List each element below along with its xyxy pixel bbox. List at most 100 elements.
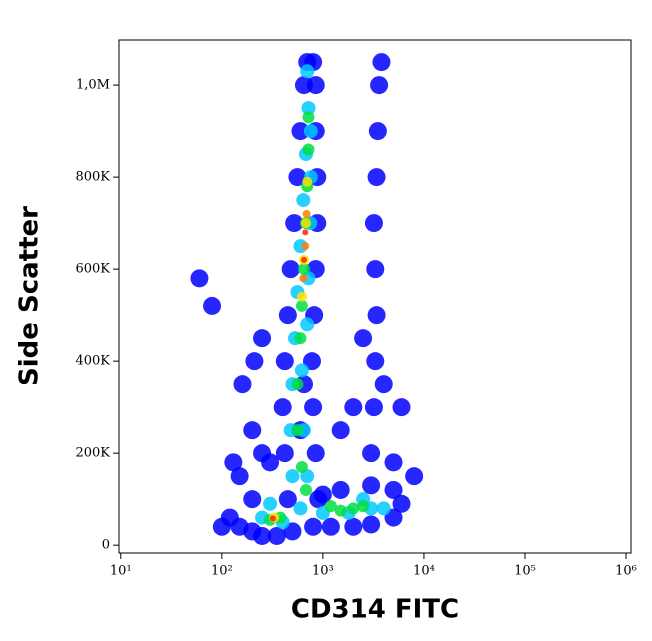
density-point [301, 242, 310, 251]
density-point [261, 453, 280, 472]
density-point [324, 500, 337, 513]
density-point [334, 504, 347, 517]
density-point [366, 260, 385, 279]
density-point [303, 124, 318, 139]
y-tick-label: 0 [102, 538, 110, 553]
density-point [283, 522, 302, 541]
density-point [384, 480, 403, 499]
y-tick-label: 200K [75, 446, 110, 461]
density-point [294, 363, 309, 378]
density-point [384, 508, 403, 527]
density-point [344, 398, 363, 417]
density-point [278, 306, 297, 325]
density-point [368, 122, 387, 141]
y-axis-title: Side Scatter [15, 206, 45, 386]
density-point [304, 398, 323, 417]
density-point [302, 176, 313, 187]
y-tick-label: 800K [75, 170, 110, 185]
density-point [392, 398, 411, 417]
density-point [212, 517, 231, 536]
x-tick-label: 10⁶ [615, 564, 637, 579]
density-point [306, 76, 325, 95]
density-point [253, 329, 272, 348]
density-point [245, 352, 264, 371]
density-point [302, 209, 311, 218]
density-point [267, 526, 286, 545]
density-point [285, 214, 304, 233]
density-point [275, 444, 294, 463]
x-tick-label: 10⁴ [413, 564, 435, 579]
density-point [344, 517, 363, 536]
density-point [299, 274, 308, 283]
density-point [306, 444, 325, 463]
y-tick-label: 400K [75, 354, 110, 369]
plot-frame [118, 39, 632, 554]
density-point [233, 375, 252, 394]
density-point [372, 53, 391, 72]
x-axis-title: CD314 FITC [291, 595, 459, 625]
density-point [362, 515, 381, 534]
density-point [357, 500, 370, 513]
y-tick-label: 1,0M [76, 78, 110, 93]
density-point [384, 453, 403, 472]
density-point [281, 260, 300, 279]
density-point [405, 467, 424, 486]
density-point [364, 214, 383, 233]
density-point [224, 453, 243, 472]
x-tick-label: 10² [211, 564, 233, 579]
density-point [291, 378, 304, 391]
density-point [278, 490, 297, 509]
density-point [302, 352, 321, 371]
density-point [230, 467, 249, 486]
density-point [273, 398, 292, 417]
density-point [295, 299, 308, 312]
density-point [354, 329, 373, 348]
density-point [203, 296, 222, 315]
density-point [362, 444, 381, 463]
density-point [302, 229, 309, 236]
density-point [301, 101, 316, 116]
density-point [374, 375, 393, 394]
density-point [269, 515, 276, 522]
x-tick-label: 10⁵ [514, 564, 536, 579]
density-point [243, 421, 262, 440]
density-point [366, 352, 385, 371]
density-point [243, 490, 262, 509]
density-point [300, 317, 315, 332]
density-point [299, 483, 312, 496]
density-point [296, 193, 311, 208]
density-point [347, 502, 360, 515]
density-point [302, 143, 315, 156]
density-point [291, 122, 310, 141]
density-point [285, 469, 300, 484]
marks [190, 53, 424, 545]
density-point [376, 501, 391, 516]
density-point [367, 306, 386, 325]
y-tick-label: 600K [75, 262, 110, 277]
density-point [364, 398, 383, 417]
x-tick-label: 10³ [312, 564, 334, 579]
density-point [297, 263, 310, 276]
density-point [263, 496, 278, 511]
density-point [288, 168, 307, 187]
density-point [190, 269, 209, 288]
density-point [392, 494, 411, 513]
density-point [302, 111, 315, 124]
density-point [313, 485, 332, 504]
density-point [367, 168, 386, 187]
density-point [296, 291, 307, 302]
density-point [370, 76, 389, 95]
density-point [295, 460, 308, 473]
density-point [300, 256, 307, 263]
density-point [291, 424, 304, 437]
density-point [275, 352, 294, 371]
density-point [294, 332, 307, 345]
density-point [362, 476, 381, 495]
density-point [331, 421, 350, 440]
density-point [304, 517, 323, 536]
x-tick-label: 10¹ [110, 564, 132, 579]
density-point [331, 480, 350, 499]
density-point [293, 501, 308, 516]
density-point [253, 526, 272, 545]
